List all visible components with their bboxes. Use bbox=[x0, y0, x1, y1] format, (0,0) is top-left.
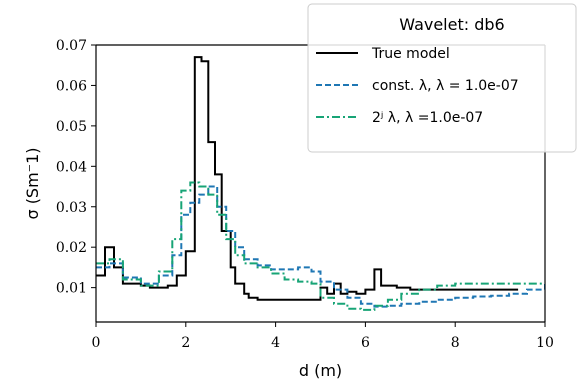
x-tick-label: 0 bbox=[92, 335, 101, 351]
x-tick-label: 8 bbox=[451, 335, 460, 351]
series-line-0 bbox=[96, 56, 519, 301]
series-line-2 bbox=[96, 181, 545, 311]
series-line-1 bbox=[96, 185, 545, 308]
legend-label-2: 2ʲ λ, λ =1.0e-07 bbox=[372, 110, 483, 126]
series-group bbox=[96, 56, 545, 311]
legend-label-1: const. λ, λ = 1.0e-07 bbox=[372, 78, 519, 94]
legend-title: Wavelet: db6 bbox=[399, 15, 504, 34]
legend: Wavelet: db6 True model const. λ, λ = 1.0e… bbox=[307, 3, 577, 153]
y-tick-label: 0.07 bbox=[56, 38, 87, 54]
y-tick-label: 0.06 bbox=[56, 78, 87, 94]
legend-box bbox=[307, 3, 577, 153]
legend-label-0: True model bbox=[371, 46, 450, 62]
x-tick-label: 6 bbox=[361, 335, 370, 351]
plot-layer bbox=[96, 56, 545, 311]
x-axis-label: d (m) bbox=[299, 361, 342, 380]
y-tick-label: 0.05 bbox=[56, 119, 87, 135]
x-tick-label: 2 bbox=[181, 335, 190, 351]
y-tick-label: 0.03 bbox=[56, 200, 87, 216]
x-tick-label: 4 bbox=[271, 335, 280, 351]
y-tick-label: 0.02 bbox=[56, 240, 87, 256]
x-tick-label: 10 bbox=[536, 335, 554, 351]
y-axis-label: σ (Sm⁻1) bbox=[23, 147, 42, 219]
y-tick-label: 0.04 bbox=[56, 159, 87, 175]
y-tick-label: 0.01 bbox=[56, 281, 87, 297]
